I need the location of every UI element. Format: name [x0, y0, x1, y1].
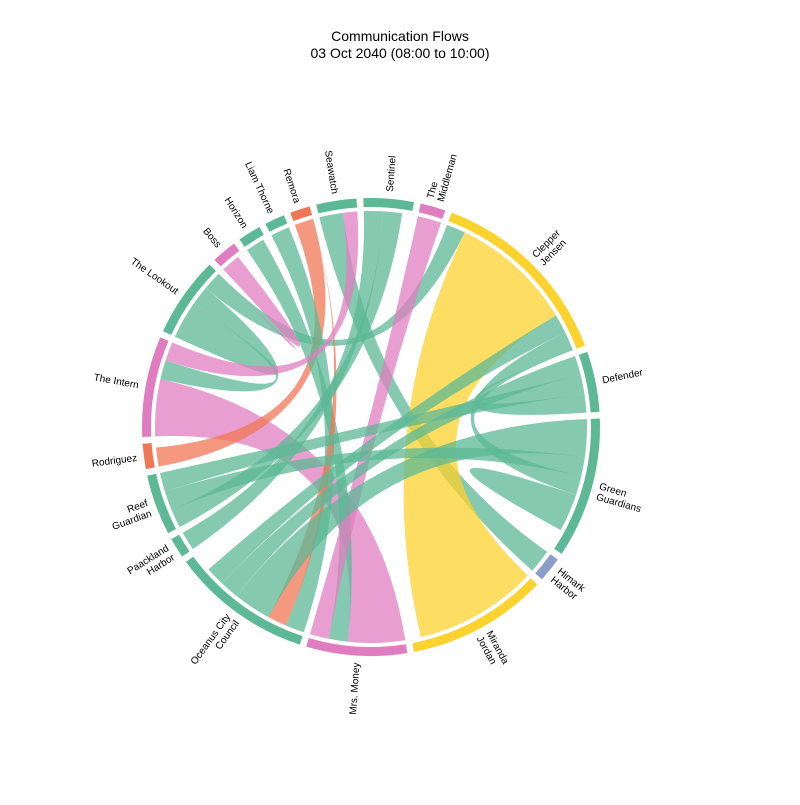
arc-seawatch [316, 198, 358, 214]
label-defender: Defender [601, 367, 644, 386]
arc-horizon [239, 227, 264, 247]
label-himark: HimarkHarbor [548, 566, 587, 604]
chart-title-block: Communication Flows 03 Oct 2040 (08:00 t… [0, 28, 800, 62]
label-line: Sentinel [385, 155, 399, 192]
arc-paackland [171, 534, 190, 557]
label-rodriguez: Rodriguez [91, 453, 138, 470]
label-horizon: Horizon [222, 195, 250, 230]
label-lookout: The Lookout [128, 256, 180, 297]
arc-green [554, 418, 600, 554]
ribbon-lookout-intern [160, 287, 279, 392]
arc-sentinel [363, 198, 415, 211]
ribbon-miranda-clepper [403, 232, 557, 638]
label-money: Mrs. Money [348, 662, 362, 715]
node-arcs [142, 198, 600, 657]
arc-oceanus [186, 556, 303, 645]
arc-miranda [412, 578, 538, 652]
label-line: The Lookout [128, 256, 180, 297]
chart-subtitle: 03 Oct 2040 (08:00 to 10:00) [310, 45, 490, 61]
arc-intern [142, 337, 169, 437]
chord-ribbons [155, 210, 587, 643]
label-line: Boss [200, 226, 223, 250]
ribbon-rodriguez-remora [155, 218, 326, 467]
chart-title: Communication Flows [331, 28, 469, 44]
label-seawatch: Seawatch [322, 150, 340, 195]
label-paackland: PaacklandHarbor [126, 543, 178, 587]
label-line: The Intern [93, 372, 140, 391]
label-line: Remora [280, 167, 302, 205]
label-line: Mrs. Money [348, 662, 362, 715]
arc-middleman [418, 203, 446, 219]
label-line: Rodriguez [91, 453, 138, 470]
label-intern: The Intern [93, 372, 140, 391]
arc-clepper [448, 212, 586, 349]
label-liam: Liam Thorne [242, 160, 276, 216]
label-line: Seawatch [322, 150, 340, 195]
label-green: GreenGuardians [595, 481, 645, 515]
ribbon-oceanus-green [236, 419, 587, 618]
label-boss: Boss [200, 226, 223, 250]
arc-defender [578, 351, 600, 413]
ribbon-green-green [469, 467, 577, 531]
label-oceanus: Oceanus CityCouncil [189, 612, 242, 673]
ribbon-lookout-lookout [174, 303, 278, 375]
label-line: The [425, 180, 440, 200]
ribbon-seawatch-himark [319, 212, 548, 571]
arc-boss [214, 243, 240, 267]
arc-himark [535, 554, 558, 580]
label-miranda: MirandaJordan [474, 629, 511, 672]
arc-lookout [163, 264, 216, 335]
ribbon-oceanus-clepper [208, 315, 566, 584]
label-middleman: TheMiddleman [425, 150, 459, 203]
ribbon-intern-seawatch [165, 211, 359, 377]
ribbon-defender-clepper [474, 350, 587, 415]
arc-rodriguez [142, 443, 155, 470]
arc-reef [147, 473, 177, 534]
label-line: Horizon [222, 195, 250, 230]
label-clepper: ClepperJensen [530, 227, 571, 268]
ribbon-reef-green [164, 447, 585, 510]
ribbon-green-clepper [470, 332, 582, 495]
label-remora: Remora [280, 167, 302, 205]
label-sentinel: Sentinel [385, 155, 399, 192]
arc-liam [265, 215, 288, 232]
arc-money [306, 638, 408, 657]
label-line: Liam Thorne [242, 160, 276, 216]
label-reef: ReefGuardian [107, 498, 153, 533]
label-line: Defender [601, 367, 644, 386]
label-line: Middleman [436, 153, 460, 203]
ribbon-oceanus-defender [221, 356, 581, 596]
ribbon-boss-lookout [218, 256, 300, 350]
arc-remora [290, 206, 313, 222]
